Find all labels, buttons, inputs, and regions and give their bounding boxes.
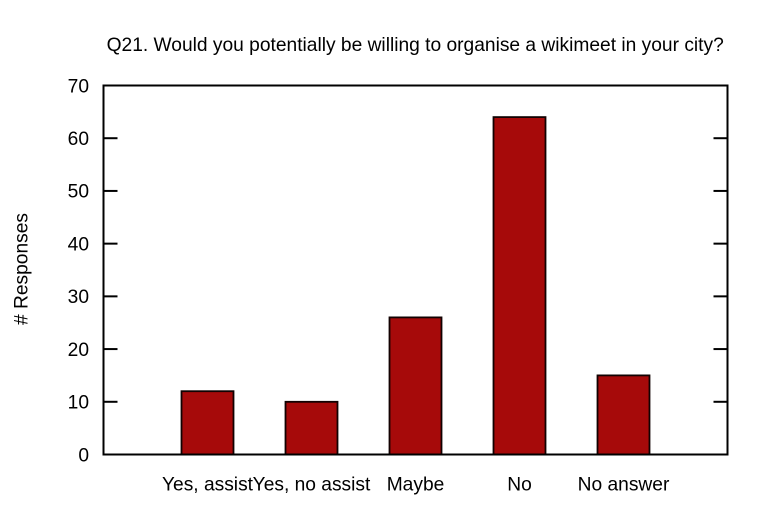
svg-text:# Responses: # Responses (12, 213, 33, 325)
svg-text:60: 60 (68, 129, 89, 150)
svg-text:No answer: No answer (578, 474, 670, 495)
svg-text:0: 0 (78, 445, 89, 466)
svg-text:40: 40 (68, 234, 89, 255)
svg-text:10: 10 (68, 393, 89, 414)
svg-text:Q21. Would you potentially be: Q21. Would you potentially be willing to… (107, 35, 724, 56)
svg-text:No: No (507, 474, 532, 495)
svg-text:30: 30 (68, 287, 89, 308)
svg-text:50: 50 (68, 182, 89, 203)
svg-text:Yes, no assist: Yes, no assist (253, 474, 371, 495)
svg-text:Maybe: Maybe (387, 474, 445, 495)
svg-text:20: 20 (68, 340, 89, 361)
svg-text:Yes, assist: Yes, assist (162, 474, 254, 495)
svg-text:70: 70 (68, 76, 89, 97)
